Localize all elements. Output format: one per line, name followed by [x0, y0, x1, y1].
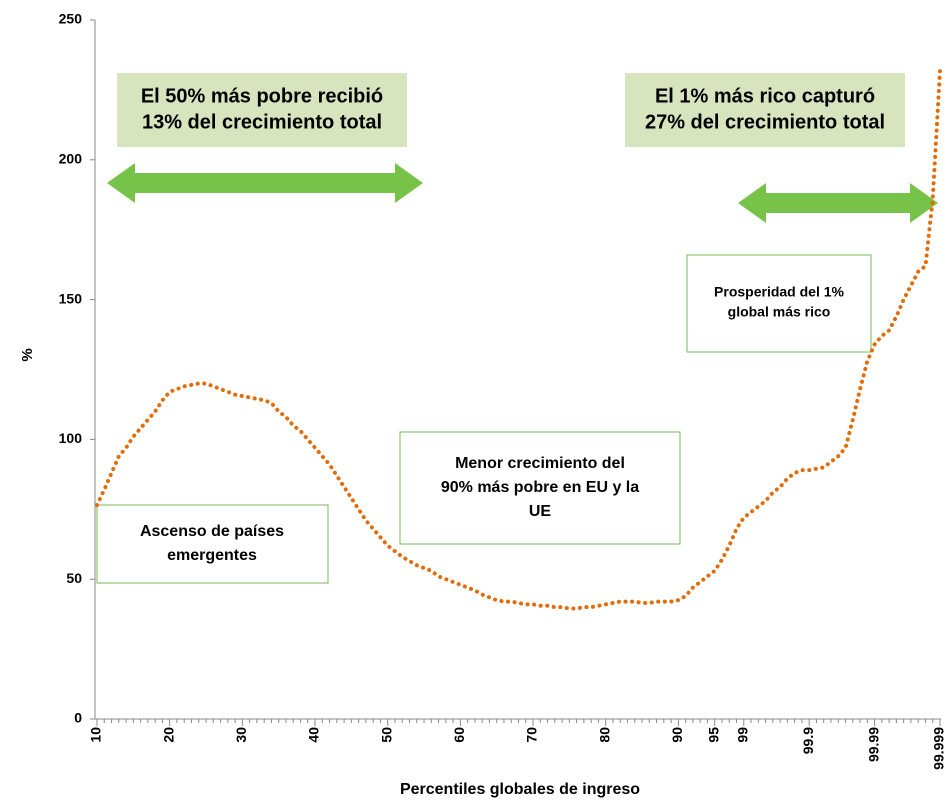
annotation: Menor crecimiento del — [455, 455, 625, 472]
annotation: 90% más pobre en EU y la — [441, 479, 639, 496]
x-tick-label: 30 — [233, 727, 249, 743]
x-tick-label: 99.99 — [865, 727, 881, 762]
annotation: Ascenso de países — [140, 523, 284, 540]
annotation-box — [96, 504, 329, 584]
y-tick-label: 200 — [59, 151, 83, 167]
y-axis-label: % — [19, 348, 36, 361]
decorations — [96, 73, 938, 584]
x-tick-label: 50 — [378, 727, 394, 743]
x-tick-label: 10 — [88, 727, 104, 743]
annotation: UE — [529, 503, 552, 520]
y-tick-label: 100 — [59, 430, 83, 446]
annotation: 27% del crecimiento total — [645, 111, 885, 133]
x-tick-label: 95 — [705, 727, 721, 743]
y-tick-label: 250 — [59, 11, 83, 27]
annotation: emergentes — [167, 547, 257, 564]
annotation-box — [399, 431, 681, 545]
x-tick-label: 70 — [524, 727, 540, 743]
x-tick-label: 20 — [160, 727, 176, 743]
annotation-box — [117, 73, 407, 147]
annotation-box — [686, 254, 872, 353]
annotation: El 50% más pobre recibió — [141, 85, 383, 107]
annotation: 13% del crecimiento total — [142, 111, 382, 133]
y-tick-label: 150 — [59, 290, 83, 306]
annotation: global más rico — [728, 304, 831, 320]
double-arrow — [738, 183, 938, 223]
double-arrow — [107, 163, 423, 203]
x-tick-label: 99 — [734, 727, 750, 743]
x-axis-label: Percentiles globales de ingreso — [400, 781, 640, 798]
x-tick-label: 99.999 — [931, 727, 947, 770]
x-tick-label: 99.9 — [800, 727, 816, 754]
x-tick-label: 40 — [306, 727, 322, 743]
y-tick-label: 50 — [66, 570, 82, 586]
annotation: El 1% más rico capturó — [655, 85, 875, 107]
annotation: Prosperidad del 1% — [714, 284, 844, 300]
x-tick-label: 80 — [596, 727, 612, 743]
y-tick-label: 0 — [74, 710, 82, 726]
annotation-box — [625, 73, 905, 147]
x-tick-label: 60 — [451, 727, 467, 743]
x-tick-label: 90 — [669, 727, 685, 743]
